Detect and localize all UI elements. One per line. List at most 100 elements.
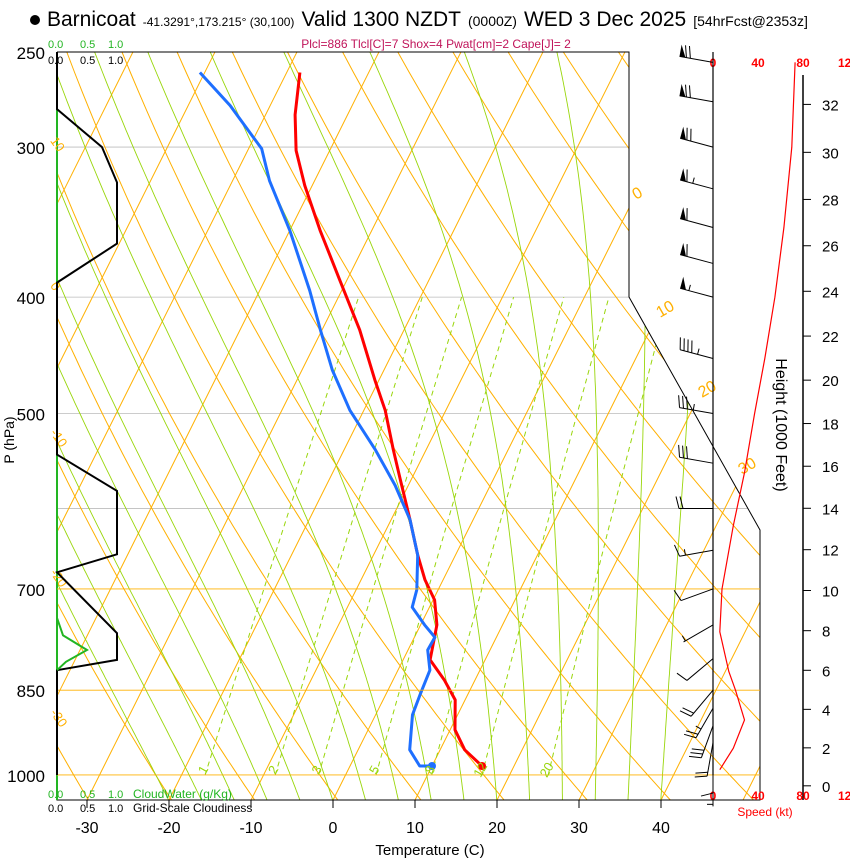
speed-axis-label: Speed (kt) [737,805,792,819]
x-axis-label: Temperature (C) [375,842,484,859]
height-tick-label: 8 [822,624,830,641]
pressure-tick-label: 300 [17,139,45,158]
barb-full [676,672,688,681]
wind-barb [694,742,714,778]
cloud-scale-0-bottom: 0.0 [48,803,63,815]
barb-full [688,45,691,59]
isotherm-label: 0 [630,184,646,203]
barb-full [679,710,692,717]
barb-full [674,544,680,557]
header: Barnicoat -41.3291°,173.215° (30,100) Va… [30,8,808,32]
speed-tick-top: 120 [838,56,850,70]
barb-staff [679,456,714,464]
x-tick-label: 10 [406,820,424,837]
mixing-ratio-2 [274,296,423,776]
height-tick-label: 18 [822,417,839,434]
speed-tick-bottom: 80 [796,789,810,803]
forecast-info: [54hrFcst@2353z] [693,13,808,29]
barb-staff [680,254,714,264]
barb-full [682,445,684,459]
barb-full [689,755,702,759]
barb-staff [680,287,714,298]
dry-adiabat-340 [331,52,760,800]
y-axis-label: P (hPa) [1,416,17,463]
surface-dewpoint-dot [427,762,436,771]
barb-staff [680,588,714,602]
height-tick-label: 26 [822,239,839,256]
x-tick-label: -20 [157,820,180,837]
barb-flag [679,44,686,58]
mixing-ratio-1 [204,296,360,776]
dry-adiabat-260 [57,52,256,800]
cloudiness-line [55,52,118,775]
wind-barb [678,444,714,464]
wind-barb [674,544,714,557]
wind-barb [683,708,714,739]
isotherm-label: 20 [696,378,720,402]
barb-flag [680,126,686,140]
barb-full [682,707,694,714]
cloudiness-label: Grid-Scale Cloudiness [133,801,252,815]
barb-half [697,348,700,355]
axes: 1 2 3 5 8 12 200102030100-10-20-30250300400500… [7,44,850,837]
cloud-panel-labels: 0.0 0.5 1.0 0.0 0.5 1.0 0.0 0.5 1.0 Clou… [48,39,252,815]
wind-barb [679,44,714,63]
wind-barb [676,658,714,681]
barb-full [691,748,705,751]
dewpoint-line [198,71,437,768]
dry-adiabat-290 [58,52,505,800]
mixing-ratio-label: 12 [470,760,490,780]
height-axis-label: Height (1000 Feet) [772,358,789,491]
isotherm-20 [484,52,760,800]
isotherm-40 [648,52,760,800]
moist-adiabat-0 [57,52,334,800]
height-tick-label: 30 [822,145,839,162]
barb-full [695,771,708,774]
pressure-tick-label: 1000 [7,767,45,786]
wind-barb [679,83,714,103]
barb-staff [680,349,714,360]
height-tick-label: 32 [822,97,839,114]
pressure-tick-label: 700 [17,581,45,600]
dry-adiabat-350 [385,52,760,800]
x-tick-label: -30 [75,820,98,837]
water-scale-1: 1.0 [108,39,123,51]
wind-barb [679,689,714,717]
water-scale-0-bottom: 0.0 [48,789,63,801]
cloud-scale-1-bottom: 1.0 [108,803,123,815]
moist-adiabat--20 [57,52,170,800]
moist-adiabat--12 [57,52,235,800]
wind-barb [675,496,713,510]
height-tick-label: 4 [822,702,830,719]
barb-staff [679,95,714,103]
moist-adiabat-32 [551,52,599,800]
barb-flag [680,207,686,221]
isotherm--60 [57,52,227,800]
dry-adiabat-310 [167,52,672,800]
sounding-indices: Plcl=886 Tlcl[C]=7 Shox=4 Pwat[cm]=2 Cap… [301,37,571,51]
height-tick-label: 24 [822,284,839,301]
x-tick-label: 40 [652,820,670,837]
dry-adiabat-270 [57,52,339,800]
barb-staff [690,689,714,717]
dry-adiabat-230 [0,31,6,801]
wind-barb [680,243,714,264]
dry-adiabat-300 [112,52,588,800]
barb-flag [680,168,686,182]
isotherm--70 [57,52,145,800]
barb-staff [700,725,714,758]
height-tick-label: 16 [822,459,839,476]
surface-temperature-dot [478,762,487,771]
barb-full [685,84,687,98]
wind-barb [679,337,714,360]
isotherm--30 [74,52,473,800]
height-tick-label: 22 [822,329,839,346]
cloud-scale-1: 1.0 [108,55,123,67]
temperature-line [293,72,484,768]
barb-half [692,404,695,411]
height-tick-label: 10 [822,583,839,600]
dry-adiabat-330 [276,52,760,800]
water-scale-1-bottom: 1.0 [108,789,123,801]
adiabat-label: 10 [47,134,68,154]
adiabat-label: -10 [47,426,70,450]
